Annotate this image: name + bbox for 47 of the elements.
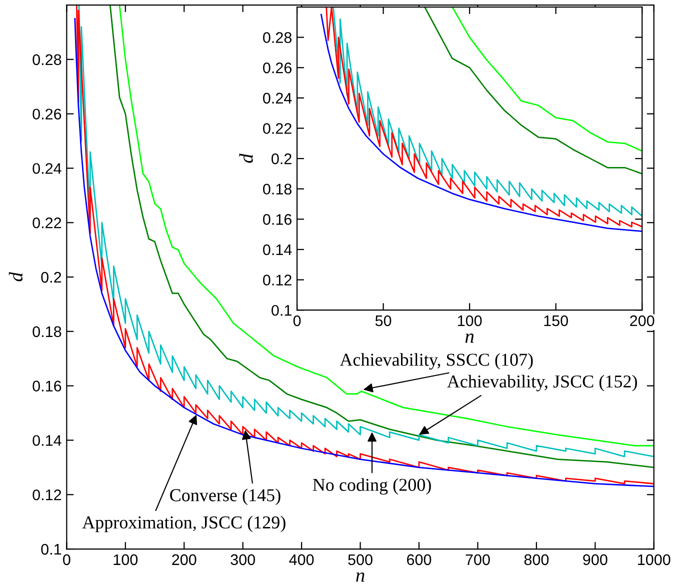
x-tick-label: 800: [524, 554, 549, 566]
y-tick-label: 0.14: [263, 244, 292, 256]
y-tick-label: 0.28: [32, 54, 62, 66]
y-tick-label: 0.1: [41, 544, 62, 555]
x-tick-label: 100: [114, 554, 138, 566]
y-tick-label: 0.18: [32, 326, 62, 338]
x-tick-label: 400: [289, 554, 314, 566]
x-axis-title: n: [465, 334, 474, 343]
y-tick-label: 0.18: [263, 184, 292, 195]
y-axis-title: d: [8, 272, 23, 282]
annotation: No coding (200): [312, 478, 431, 495]
y-tick-label: 0.1: [272, 304, 292, 316]
line-series: [452, 7, 642, 152]
annotation: Converse (145): [170, 488, 280, 505]
y-tick-label: 0.16: [263, 214, 292, 225]
annotation: Achievability, JSCC (152): [447, 374, 637, 392]
x-tick-label: 500: [348, 554, 372, 566]
line-series: [424, 7, 642, 174]
y-tick-label: 0.14: [32, 435, 62, 446]
y-tick-label: 0.28: [263, 32, 292, 44]
x-tick-label: 200: [172, 554, 196, 566]
x-tick-label: 300: [230, 554, 255, 566]
x-tick-label: 900: [583, 554, 608, 566]
x-tick-label: 700: [466, 554, 490, 566]
y-tick-label: 0.26: [263, 62, 292, 74]
y-tick-label: 0.24: [263, 92, 292, 104]
y-tick-label: 0.2: [272, 153, 292, 164]
x-tick-label: 150: [544, 315, 568, 326]
y-tick-label: 0.22: [263, 123, 292, 134]
y-tick-label: 0.12: [263, 274, 292, 286]
y-tick-label: 0.16: [32, 380, 62, 392]
x-tick-label: 600: [407, 554, 432, 566]
x-tick-label: 1000: [638, 554, 670, 566]
annotation: Approximation, JSCC (129): [82, 516, 286, 532]
y-axis-title: d: [239, 154, 253, 163]
y-tick-label: 0.22: [32, 217, 62, 228]
x-tick-label: 200: [630, 315, 654, 326]
x-axis-title: n: [356, 572, 364, 582]
x-tick-label: 100: [458, 315, 482, 326]
x-tick-label: 0: [293, 315, 301, 326]
annotation: Achievability, SSCC (107): [340, 353, 533, 370]
y-tick-label: 0.24: [32, 163, 62, 174]
y-tick-label: 0.12: [32, 489, 62, 500]
y-tick-label: 0.26: [32, 108, 62, 120]
x-tick-label: 0: [63, 554, 70, 566]
y-tick-label: 0.2: [41, 272, 62, 283]
x-tick-label: 50: [375, 315, 392, 326]
